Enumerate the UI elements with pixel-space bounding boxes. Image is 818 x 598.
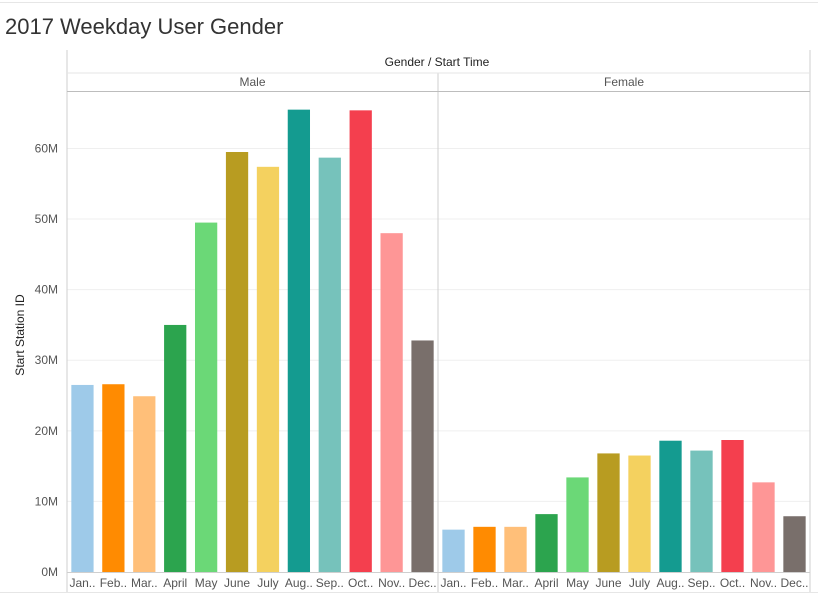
bar <box>659 440 682 572</box>
bar <box>225 152 249 572</box>
panel-label: Female <box>604 75 644 89</box>
y-tick-label: 0M <box>41 565 58 579</box>
x-tick-label: July <box>629 576 650 590</box>
x-tick-label: May <box>195 576 218 590</box>
x-axis-ticks: Jan.. Feb.. Mar.. April May June July Aug.. Sep.… <box>69 576 808 590</box>
x-tick-label: Nov.. <box>378 576 405 590</box>
bar <box>442 529 465 572</box>
bar <box>597 453 620 572</box>
bar <box>287 109 311 572</box>
bar <box>783 516 806 572</box>
y-tick-label: 30M <box>35 353 58 367</box>
bar <box>535 514 558 572</box>
x-tick-label: Oct.. <box>720 576 745 590</box>
bar <box>628 455 651 572</box>
y-tick-label: 60M <box>35 141 58 155</box>
x-tick-label: Sep.. <box>687 576 715 590</box>
x-tick-label: Dec.. <box>780 576 808 590</box>
bar <box>690 450 713 572</box>
bar <box>133 396 156 572</box>
bar <box>194 222 218 572</box>
y-axis-label: Start Station ID <box>13 294 27 376</box>
x-tick-label: Feb.. <box>471 576 498 590</box>
bar <box>318 157 341 572</box>
bar <box>102 384 125 572</box>
bar <box>504 526 527 572</box>
bar <box>349 110 372 573</box>
column-header: Gender / Start Time <box>385 55 490 69</box>
bar <box>566 477 589 572</box>
bar <box>71 384 94 572</box>
bar <box>752 482 775 572</box>
bar <box>380 233 403 573</box>
y-axis-ticks: 0M 10M 20M 30M 40M 50M 60M <box>35 141 58 579</box>
x-tick-label: Dec.. <box>409 576 437 590</box>
x-tick-label: Mar.. <box>131 576 158 590</box>
bar <box>411 340 434 572</box>
bar <box>473 526 496 572</box>
y-tick-label: 40M <box>35 283 58 297</box>
x-tick-label: April <box>534 576 558 590</box>
bar <box>721 440 744 572</box>
y-tick-label: 10M <box>35 494 58 508</box>
x-tick-label: Sep.. <box>316 576 344 590</box>
x-tick-label: May <box>566 576 589 590</box>
x-tick-label: April <box>163 576 187 590</box>
bar <box>256 166 280 572</box>
x-tick-label: Mar.. <box>502 576 529 590</box>
panel-label: Male <box>239 75 265 89</box>
panel-frame <box>0 50 818 593</box>
y-tick-label: 50M <box>35 212 58 226</box>
x-tick-label: Aug.. <box>285 576 313 590</box>
x-tick-label: Nov.. <box>750 576 777 590</box>
x-tick-label: July <box>257 576 278 590</box>
x-tick-label: Oct.. <box>348 576 373 590</box>
x-tick-label: Jan.. <box>440 576 466 590</box>
bars <box>71 109 806 573</box>
bar <box>164 324 187 572</box>
y-tick-label: 20M <box>35 424 58 438</box>
x-tick-label: June <box>595 576 621 590</box>
x-tick-label: Feb.. <box>100 576 127 590</box>
x-tick-label: Jan.. <box>69 576 95 590</box>
x-tick-label: June <box>224 576 250 590</box>
x-tick-label: Aug.. <box>656 576 684 590</box>
panel-labels: Male Female <box>239 75 644 89</box>
chart-title: 2017 Weekday User Gender <box>5 14 284 39</box>
